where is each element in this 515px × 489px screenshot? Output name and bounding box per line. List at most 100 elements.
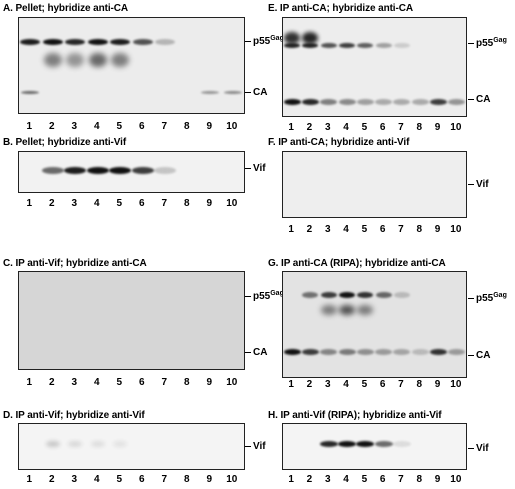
lane-label: 1 [26,121,33,132]
blot-band [284,32,301,44]
lane-label: 9 [434,379,441,390]
blot-band [356,441,375,447]
lane-label: 4 [343,474,349,485]
lane-label: 6 [379,224,386,235]
lane-label: 8 [183,377,190,388]
lane-label: 5 [116,198,123,209]
blot-band [45,441,60,447]
panel-f-blot [282,151,467,218]
blot-band [320,42,337,48]
blot-band [448,349,466,355]
lane-label: 9 [206,198,213,209]
lane-label: 3 [71,121,78,132]
panel-e-lane-labels: 1 2 3 4 5 6 7 8 9 10 [282,122,465,134]
lane-label: 7 [161,377,168,388]
blot-band [320,99,338,105]
panel-a-title: A. Pellet; hybridize anti-CA [3,3,128,14]
blot-band [338,99,356,105]
lane-label: 2 [48,198,55,209]
lane-label: 2 [48,377,55,388]
blot-band [21,90,40,94]
blot-band [90,441,105,447]
blot-band [448,99,466,105]
blot-band [393,42,410,48]
lane-label: 5 [361,122,368,133]
blot-band [131,166,154,174]
lane-label: 10 [450,224,462,235]
lane-label: 10 [450,379,462,390]
panel-f-title: F. IP anti-CA; hybridize anti-Vif [268,137,410,148]
lane-label: 5 [361,474,368,485]
lane-label: 10 [226,198,238,209]
lane-label: 4 [93,121,100,132]
panel-a-marker-p55gag: p55Gag [245,35,284,47]
blot-band [113,441,128,447]
panel-c-title: C. IP anti-Vif; hybridize anti-CA [3,258,147,269]
blot-band [87,39,108,45]
blot-band [283,99,301,105]
lane-label: 8 [183,474,190,485]
blot-band [320,292,337,298]
lane-label: 9 [206,474,213,485]
lane-label: 2 [306,122,313,133]
panel-b-lane-labels: 1 2 3 4 5 6 7 8 9 10 [18,198,243,210]
lane-label: 8 [183,198,190,209]
blot-band [375,349,393,355]
blot-band [132,39,153,45]
lane-label: 3 [71,198,78,209]
panel-e-title: E. IP anti-CA; hybridize anti-CA [268,3,413,14]
panel-b-marker-vif: Vif [245,163,266,174]
panel-a-lane-labels: 1 2 3 4 5 6 7 8 9 10 [18,121,243,133]
blot-band [393,349,411,355]
lane-label: 5 [361,379,368,390]
blot-band [42,39,63,45]
blot-band [223,90,242,94]
lane-label: 1 [288,379,294,390]
blot-band [201,90,220,94]
lane-label: 6 [138,121,145,132]
blot-band [20,39,41,45]
lane-label: 3 [71,474,78,485]
lane-label: 10 [226,474,238,485]
blot-band [393,292,410,298]
blot-band [320,305,337,315]
panel-d-lane-labels: 1 2 3 4 5 6 7 8 9 10 [18,474,243,486]
blot-band [88,53,107,67]
panel-a-blot [18,17,245,114]
blot-band [68,441,83,447]
panel-h-lane-labels: 1 2 3 4 5 6 7 8 9 10 [282,474,465,486]
panel-d-title: D. IP anti-Vif; hybridize anti-Vif [3,410,145,421]
panel-e-blot [282,17,467,117]
blot-band [320,349,338,355]
panel-a-marker-ca: CA [245,87,267,98]
blot-band [66,53,85,67]
blot-band [65,39,86,45]
blot-band [356,99,374,105]
panel-d-blot [18,423,245,470]
lane-label: 7 [398,224,404,235]
panel-g-marker-ca: CA [468,350,490,361]
lane-label: 8 [416,122,423,133]
blot-band [154,166,177,174]
lane-label: 3 [324,474,331,485]
lane-label: 7 [398,122,404,133]
blot-band [111,53,130,67]
lane-label: 9 [206,121,213,132]
lane-label: 6 [379,379,386,390]
panel-g-lane-labels: 1 2 3 4 5 6 7 8 9 10 [282,379,465,391]
lane-label: 10 [226,121,238,132]
blot-band [86,166,109,174]
blot-band [319,441,338,447]
panel-g-title: G. IP anti-CA (RIPA); hybridize anti-CA [268,258,446,269]
lane-label: 3 [324,379,331,390]
lane-label: 8 [416,474,423,485]
panel-c-blot [18,271,245,370]
lane-label: 4 [343,224,349,235]
blot-band [375,99,393,105]
lane-label: 7 [161,121,168,132]
blot-band [357,305,374,315]
lane-label: 5 [116,121,123,132]
panel-g-marker-p55gag: p55Gag [468,292,507,304]
blot-band [392,441,411,447]
panel-f-lane-labels: 1 2 3 4 5 6 7 8 9 10 [282,224,465,236]
